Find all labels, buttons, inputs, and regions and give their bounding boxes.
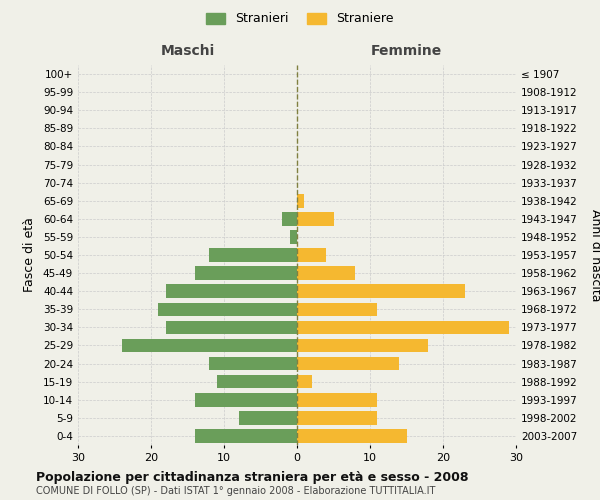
Bar (297, 212, 334, 226)
Text: Femmine: Femmine (371, 44, 442, 58)
Bar (166, 284, 297, 298)
Bar (297, 375, 311, 388)
Bar (283, 212, 297, 226)
Bar (297, 357, 399, 370)
Text: COMUNE DI FOLLO (SP) - Dati ISTAT 1° gennaio 2008 - Elaborazione TUTTITALIA.IT: COMUNE DI FOLLO (SP) - Dati ISTAT 1° gen… (36, 486, 436, 496)
Text: Maschi: Maschi (160, 44, 215, 58)
Bar (297, 284, 465, 298)
Bar (195, 266, 297, 280)
Bar (217, 375, 297, 388)
Bar (158, 302, 297, 316)
Bar (122, 338, 297, 352)
Y-axis label: Fasce di età: Fasce di età (23, 218, 36, 292)
Bar (297, 194, 304, 207)
Bar (195, 393, 297, 406)
Bar (290, 230, 297, 243)
Bar (239, 411, 297, 424)
Bar (297, 338, 428, 352)
Bar (209, 248, 297, 262)
Bar (209, 357, 297, 370)
Bar (195, 429, 297, 442)
Bar (297, 429, 407, 442)
Bar (297, 266, 355, 280)
Legend: Stranieri, Straniere: Stranieri, Straniere (203, 8, 397, 29)
Bar (297, 393, 377, 406)
Bar (297, 248, 326, 262)
Y-axis label: Anni di nascita: Anni di nascita (589, 209, 600, 301)
Bar (297, 411, 377, 424)
Text: Popolazione per cittadinanza straniera per età e sesso - 2008: Popolazione per cittadinanza straniera p… (36, 471, 469, 484)
Bar (297, 302, 377, 316)
Bar (297, 320, 509, 334)
Bar (166, 320, 297, 334)
